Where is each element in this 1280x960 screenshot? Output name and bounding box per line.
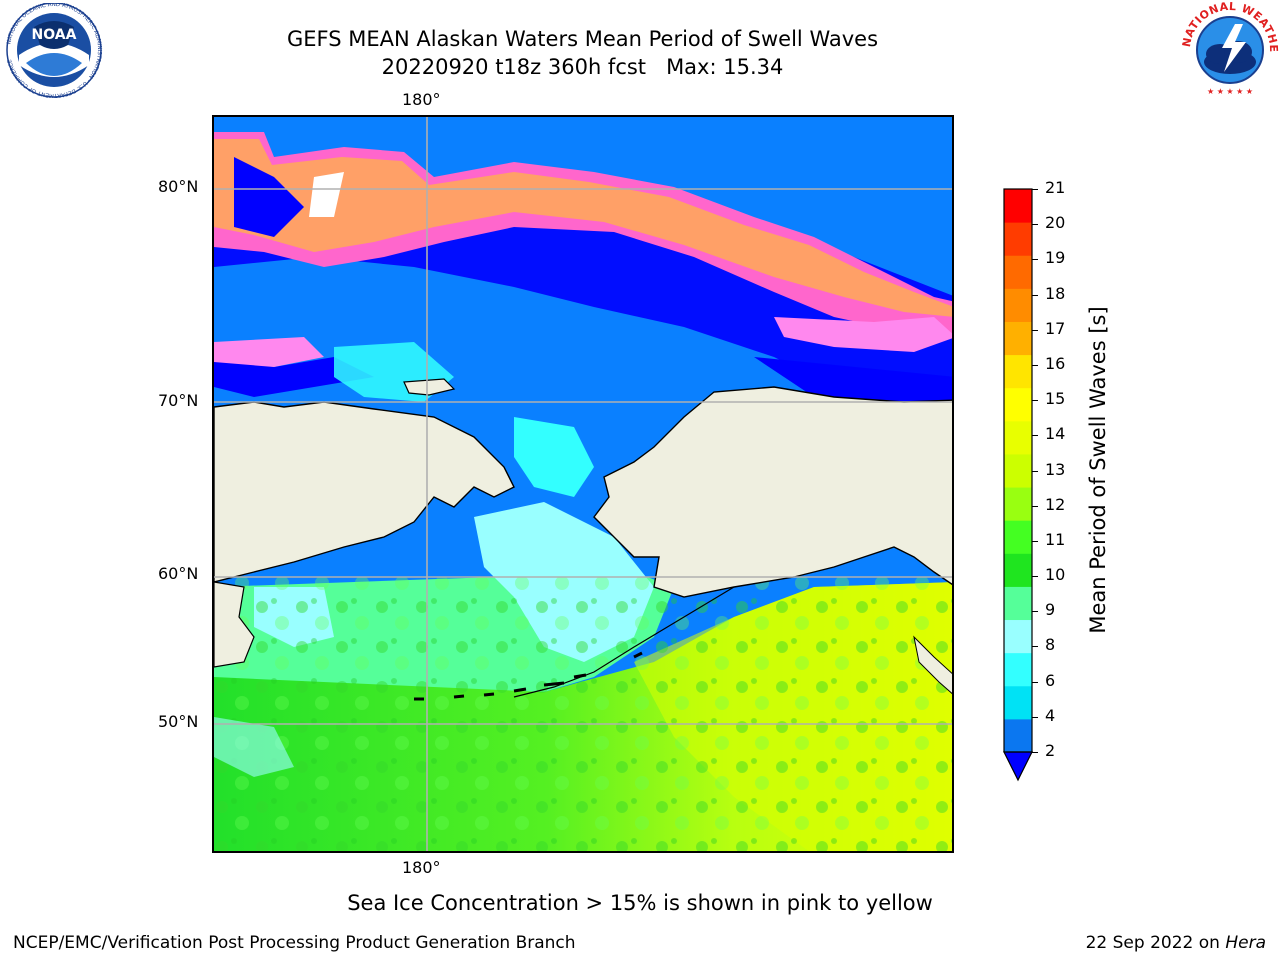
colorbar-tick-mark (1032, 646, 1038, 648)
footer-host: Hera (1225, 933, 1266, 953)
colorbar-segment (1004, 718, 1032, 753)
map-panel (212, 115, 954, 853)
colorbar-segment (1004, 520, 1032, 554)
noaa-logo: NOAA NATIONAL OCEANIC AND ATMOSPHERIC AD… (4, 2, 104, 98)
colorbar-tick-label: 10 (1045, 565, 1066, 585)
footer-credit: NCEP/EMC/Verification Post Processing Pr… (13, 933, 576, 953)
colorbar-tick-mark (1032, 364, 1038, 366)
colorbar-segment (1004, 354, 1032, 389)
footer-date: 22 Sep 2022 on Hera (1085, 933, 1266, 953)
colorbar-tick-mark (1032, 224, 1038, 226)
swell-texture (214, 577, 952, 851)
colorbar (1000, 185, 1040, 785)
colorbar-segment (1004, 387, 1032, 422)
lon-label-top: 180° (402, 90, 441, 109)
colorbar-tick-mark (1032, 611, 1038, 613)
colorbar-segment (1004, 288, 1032, 322)
land-southeast-alaska (913, 635, 952, 695)
map-canvas (214, 117, 952, 851)
colorbar-segment (1004, 586, 1032, 621)
colorbar-tick-label: 17 (1045, 318, 1066, 338)
noaa-logo-text: NOAA (32, 27, 77, 43)
bering-strait-swell (514, 417, 594, 497)
colorbar-tick-label: 6 (1045, 670, 1056, 690)
aleutian-islands (414, 651, 643, 701)
svg-text:★ ★ ★ ★ ★: ★ ★ ★ ★ ★ (1207, 87, 1253, 96)
colorbar-segment (1004, 321, 1032, 356)
open-ice-pack (309, 172, 344, 217)
colorbar-tick-label: 2 (1045, 741, 1056, 760)
colorbar-tick-mark (1032, 470, 1038, 472)
colorbar-segment (1004, 553, 1032, 587)
colorbar-tick-label: 19 (1045, 248, 1066, 268)
wrangel-island (403, 378, 456, 396)
sea-ice-note: Sea Ice Concentration > 15% is shown in … (347, 891, 933, 915)
colorbar-segment (1004, 652, 1032, 687)
land-alaska (593, 386, 952, 598)
colorbar-extend-arrow (1003, 751, 1033, 782)
colorbar-tick-mark (1032, 189, 1038, 190)
land-kamchatka (214, 581, 255, 668)
sea-ice-west (214, 337, 324, 367)
colorbar-tick-mark (1032, 294, 1038, 296)
colorbar-tick-label: 20 (1045, 213, 1066, 233)
colorbar-tick-label: 8 (1045, 635, 1056, 655)
colorbar-segment (1004, 255, 1032, 289)
sea-ice-east (774, 317, 952, 352)
lon-label-bottom: 180° (402, 858, 441, 877)
kuril-swell (214, 717, 294, 777)
chart-title: GEFS MEAN Alaskan Waters Mean Period of … (286, 27, 879, 51)
sea-ice-thick (214, 139, 952, 317)
colorbar-segment (1004, 619, 1032, 654)
colorbar-tick-mark (1032, 540, 1038, 542)
colorbar-tick-label: 15 (1045, 389, 1066, 409)
colorbar-tick-mark (1032, 681, 1038, 683)
colorbar-tick-label: 16 (1045, 353, 1066, 373)
colorbar-segment (1004, 420, 1032, 455)
colorbar-tick-mark (1032, 329, 1038, 331)
colorbar-segment (1004, 189, 1032, 223)
lat-label-50n: 50°N (158, 712, 199, 731)
graticule (214, 117, 952, 851)
colorbar-tick-mark (1032, 435, 1038, 437)
colorbar-tick-mark (1032, 505, 1038, 507)
colorbar-tick-label: 18 (1045, 283, 1066, 303)
colorbar-segment (1004, 222, 1032, 256)
lat-label-60n: 60°N (158, 564, 199, 583)
chart-subtitle: 20220920 t18z 360h fcst Max: 15.34 (381, 55, 784, 79)
colorbar-tick-label: 4 (1045, 705, 1056, 725)
lat-label-70n: 70°N (158, 391, 199, 410)
colorbar-tick-label: 9 (1045, 600, 1056, 620)
colorbar-tick-label: 21 (1045, 178, 1066, 197)
colorbar-tick-label: 12 (1045, 494, 1066, 514)
colorbar-tick-mark (1032, 576, 1038, 578)
colorbar-segment (1004, 487, 1032, 521)
colorbar-tick-label: 14 (1045, 424, 1066, 444)
colorbar-tick-mark (1032, 259, 1038, 261)
nws-logo: NATIONAL WEATHER SERVICE ★ ★ ★ ★ ★ (1175, 0, 1280, 98)
land-siberia (214, 401, 515, 583)
colorbar-tick-label: 11 (1045, 529, 1066, 549)
colorbar-tick-mark (1032, 400, 1038, 402)
ice-lead-west (234, 157, 304, 237)
colorbar-segment (1004, 453, 1032, 488)
lat-label-80n: 80°N (158, 177, 199, 196)
colorbar-segment (1004, 685, 1032, 720)
alaska-peninsula-coast (513, 586, 735, 698)
colorbar-tick-label: 13 (1045, 459, 1066, 479)
colorbar-tick-mark (1032, 716, 1038, 718)
colorbar-tick-mark (1032, 752, 1038, 753)
